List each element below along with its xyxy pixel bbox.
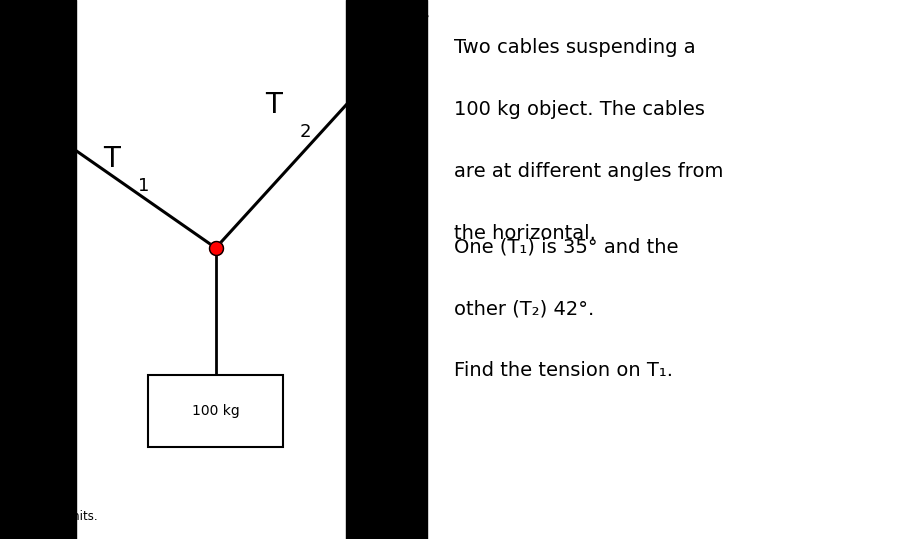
Bar — [148, 375, 283, 447]
Text: T: T — [103, 145, 120, 173]
Text: One (T₁) is 35° and the: One (T₁) is 35° and the — [454, 237, 679, 256]
Text: 100 kg object. The cables: 100 kg object. The cables — [454, 100, 705, 119]
Text: ** Use SI units.: ** Use SI units. — [9, 510, 98, 523]
Text: Two cables suspending a: Two cables suspending a — [454, 38, 696, 57]
Text: are at different angles from: are at different angles from — [454, 162, 724, 181]
Text: 2: 2 — [299, 123, 311, 141]
Text: other (T₂) 42°.: other (T₂) 42°. — [454, 299, 594, 318]
Text: the horizontal.: the horizontal. — [454, 224, 596, 243]
Text: 1: 1 — [138, 177, 149, 195]
Text: T: T — [265, 91, 282, 119]
Text: Find the tension on T₁.: Find the tension on T₁. — [454, 361, 673, 380]
Text: 100 kg: 100 kg — [191, 404, 240, 418]
